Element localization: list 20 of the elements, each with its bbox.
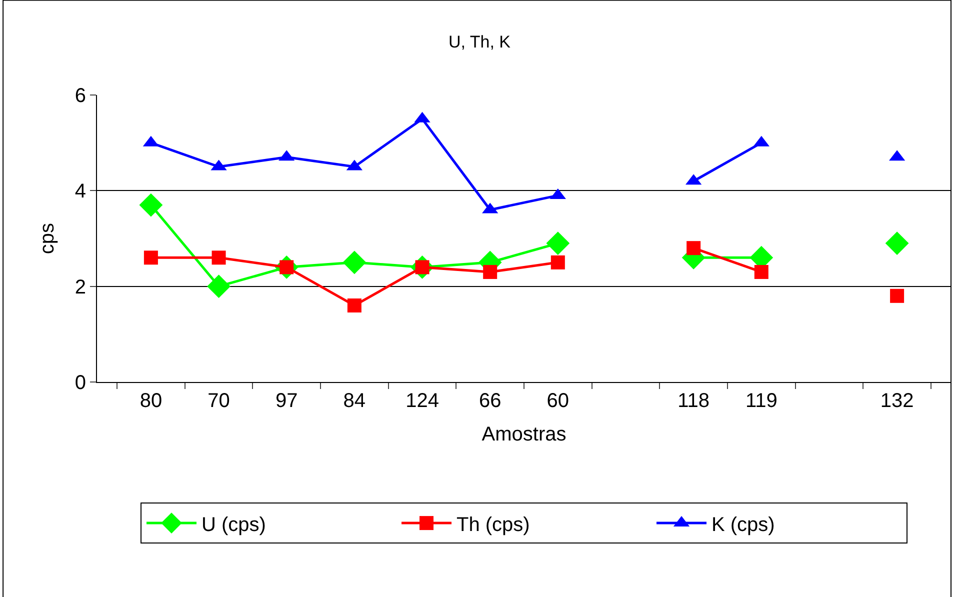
y-tick-label: 4 <box>74 180 86 203</box>
x-tick-label: 60 <box>546 390 570 412</box>
y-axis-title: cps <box>36 222 58 254</box>
legend-label: U (cps) <box>202 514 266 536</box>
x-tick-label: 132 <box>880 390 914 412</box>
x-tick-label: 97 <box>275 390 298 412</box>
x-tick-label: 84 <box>343 390 366 412</box>
y-tick-label: 2 <box>74 276 86 298</box>
x-tick-label: 124 <box>406 390 439 412</box>
x-tick-label: 119 <box>745 390 778 412</box>
x-tick-label: 80 <box>140 390 162 412</box>
x-axis-title: Amostras <box>482 424 566 446</box>
x-tick-label: 70 <box>208 390 230 412</box>
legend-label: Th (cps) <box>456 514 530 536</box>
y-tick-label: 6 <box>74 85 86 107</box>
x-tick-label: 118 <box>678 390 710 412</box>
y-tick-label: 0 <box>74 372 86 394</box>
x-tick-label: 66 <box>478 390 502 412</box>
legend-label: K (cps) <box>712 514 775 536</box>
chart-title: U, Th, K <box>448 32 512 52</box>
